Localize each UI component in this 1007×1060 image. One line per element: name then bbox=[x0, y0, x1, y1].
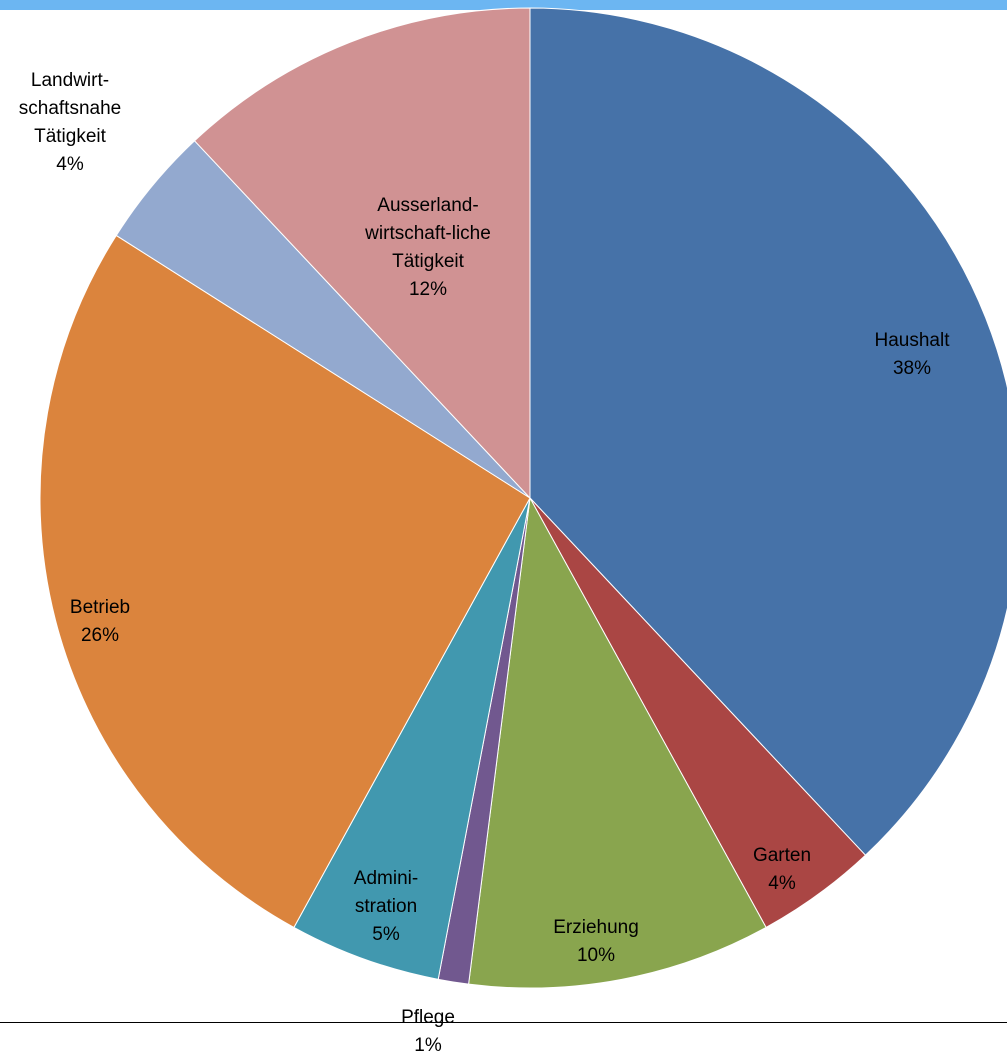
slice-label: Landwirt- schaftsnahe Tätigkeit 4% bbox=[19, 67, 121, 179]
category-label: Pflege bbox=[401, 1007, 455, 1028]
category-label: Betrieb bbox=[69, 597, 131, 618]
category-label: Haushalt bbox=[874, 330, 950, 351]
value-label: 12% bbox=[408, 279, 448, 300]
slice-label: Ausserland- wirtschaft-liche Tätigkeit 12… bbox=[365, 192, 491, 304]
value-label: 5% bbox=[372, 924, 400, 945]
slice-label: Betrieb 26% bbox=[70, 594, 130, 650]
slice-label: Pflege 1% bbox=[401, 1004, 455, 1060]
pie-slice bbox=[39, 234, 531, 929]
category-label: Admini- stration bbox=[353, 868, 419, 917]
category-label: Erziehung bbox=[553, 917, 639, 938]
value-label: 38% bbox=[892, 358, 932, 379]
value-label: 4% bbox=[56, 154, 84, 175]
slice-label: Haushalt 38% bbox=[875, 327, 950, 383]
value-label: 10% bbox=[576, 945, 616, 966]
value-label: 26% bbox=[80, 625, 120, 646]
pie-slice bbox=[529, 7, 1007, 856]
category-label: Landwirt- schaftsnahe Tätigkeit bbox=[18, 70, 122, 147]
slice-label: Garten 4% bbox=[753, 842, 811, 898]
pie-slice bbox=[193, 7, 531, 500]
category-label: Garten bbox=[752, 845, 812, 866]
value-label: 4% bbox=[768, 873, 796, 894]
top-bar bbox=[0, 0, 1007, 10]
value-label: 1% bbox=[414, 1035, 442, 1056]
category-label: Ausserland- wirtschaft-liche Tätigkeit bbox=[365, 195, 491, 272]
pie-slice bbox=[468, 496, 767, 989]
pie-slice bbox=[293, 497, 531, 980]
slice-label: Admini- stration 5% bbox=[354, 865, 418, 949]
slice-label: Erziehung 10% bbox=[553, 914, 639, 970]
divider-line bbox=[0, 1022, 1007, 1023]
